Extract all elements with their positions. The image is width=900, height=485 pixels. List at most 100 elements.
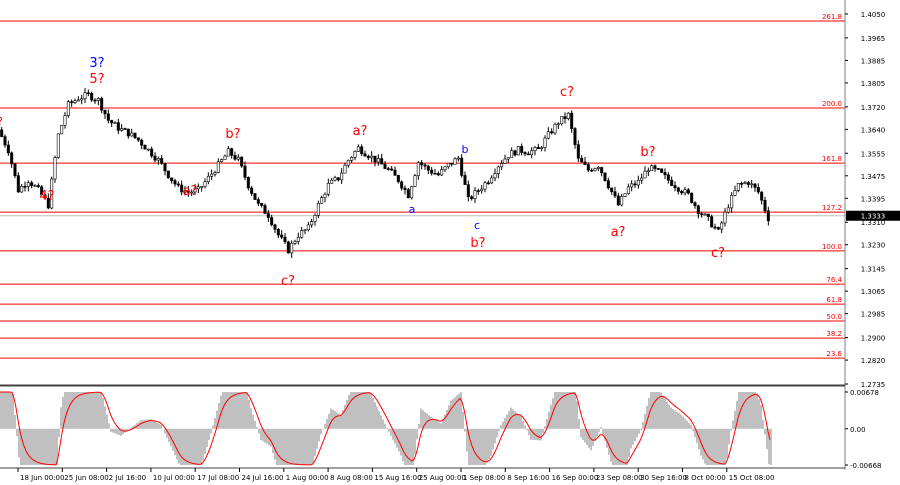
candle-body xyxy=(20,186,24,193)
oscillator-bar xyxy=(598,428,600,432)
oscillator-bar xyxy=(474,428,476,465)
oscillator-bar xyxy=(478,428,480,465)
oscillator-bar xyxy=(316,428,318,449)
candle-body xyxy=(606,180,610,189)
candle-body xyxy=(313,215,317,222)
fib-label: 76.4 xyxy=(826,276,842,284)
candle-body xyxy=(46,197,50,209)
candle-body xyxy=(130,132,134,137)
oscillator-bar xyxy=(216,410,218,429)
oscillator-bar xyxy=(758,399,760,429)
price-tick-label: 1.2985 xyxy=(861,311,886,319)
candle-body xyxy=(150,148,154,157)
oscillator-bar xyxy=(116,428,118,435)
oscillator-bar xyxy=(460,392,462,429)
oscillator-bar xyxy=(182,428,184,465)
candle-body xyxy=(290,243,294,254)
oscillator-bar xyxy=(582,428,584,440)
oscillator-bar xyxy=(428,415,430,429)
candle-body xyxy=(596,167,600,169)
oscillator-bar xyxy=(402,428,404,462)
oscillator-bar xyxy=(228,392,230,429)
candle-body xyxy=(443,166,447,170)
candle-body xyxy=(726,207,730,213)
candle-body xyxy=(743,182,747,184)
oscillator-bar xyxy=(98,392,100,429)
candle-body xyxy=(396,175,400,183)
oscillator-bar xyxy=(312,428,314,464)
candle-body xyxy=(216,161,220,173)
oscillator-bar xyxy=(6,392,8,429)
time-tick-label: 25 Aug 00:00 xyxy=(419,474,466,482)
oscillator-bar xyxy=(628,428,630,458)
candle-body xyxy=(343,164,347,174)
oscillator-bar xyxy=(270,428,272,447)
time-tick-label: 16 Sep 00:00 xyxy=(552,474,599,482)
oscillator-bar xyxy=(74,392,76,429)
oscillator-bar xyxy=(254,421,256,429)
candle-body xyxy=(186,190,190,193)
oscillator-panel xyxy=(0,391,772,466)
oscillator-bar xyxy=(110,428,112,432)
candle-body xyxy=(120,128,124,131)
oscillator-bar xyxy=(376,406,378,429)
oscillator-bar xyxy=(722,428,724,465)
oscillator-bar xyxy=(644,413,646,429)
oscillator-bar xyxy=(410,428,412,465)
oscillator-bar xyxy=(634,428,636,442)
oscillator-bar xyxy=(274,428,276,460)
oscillator-bar xyxy=(350,392,352,429)
oscillator-bar xyxy=(152,420,154,429)
oscillator-bar xyxy=(436,420,438,429)
candle-body xyxy=(706,213,710,217)
oscillator-bar xyxy=(38,428,40,465)
candle-body xyxy=(500,163,504,168)
oscillator-bar xyxy=(382,419,384,429)
oscillator-bar xyxy=(130,427,132,429)
candle-body xyxy=(23,186,27,188)
oscillator-bar xyxy=(770,428,772,465)
candle-body xyxy=(43,194,47,199)
candle-body xyxy=(133,132,137,139)
oscillator-bar xyxy=(698,428,700,450)
oscillator-bar xyxy=(326,418,328,429)
candle-body xyxy=(520,146,524,153)
oscillator-bar xyxy=(308,428,310,465)
oscillator-bar xyxy=(118,428,120,435)
oscillator-bar xyxy=(406,428,408,465)
oscillator-bar xyxy=(42,428,44,465)
candle-body xyxy=(583,161,587,165)
oscillator-bar xyxy=(646,405,648,429)
candle-body xyxy=(450,162,454,165)
candle-body xyxy=(736,182,740,191)
candle-body xyxy=(370,155,374,159)
oscillator-bar xyxy=(132,426,134,429)
oscillator-bar xyxy=(418,423,420,429)
oscillator-bar xyxy=(366,392,368,429)
oscillator-bar xyxy=(222,392,224,429)
candle-body xyxy=(643,170,647,179)
candle-body xyxy=(323,193,327,198)
oscillator-bar xyxy=(508,411,510,429)
candle-body xyxy=(286,241,290,254)
candle-body xyxy=(563,116,567,119)
fib-label: 50.0 xyxy=(826,313,842,321)
candle-body xyxy=(50,178,54,209)
candle-body xyxy=(173,180,177,185)
oscillator-bar xyxy=(520,415,522,429)
candle-body xyxy=(473,190,477,199)
candle-body xyxy=(356,146,360,152)
oscillator-bar xyxy=(632,428,634,445)
candle-body xyxy=(360,146,364,155)
oscillator-bar xyxy=(158,423,160,429)
candle-body xyxy=(226,148,230,157)
candle-body xyxy=(763,199,767,212)
price-tick-label: 1.4050 xyxy=(861,11,886,19)
oscillator-bar xyxy=(196,428,198,465)
candle-body xyxy=(33,185,37,187)
oscillator-bar xyxy=(102,397,104,429)
candle-body xyxy=(390,168,394,171)
oscillator-bar xyxy=(682,416,684,429)
oscillator-bar xyxy=(462,411,464,429)
